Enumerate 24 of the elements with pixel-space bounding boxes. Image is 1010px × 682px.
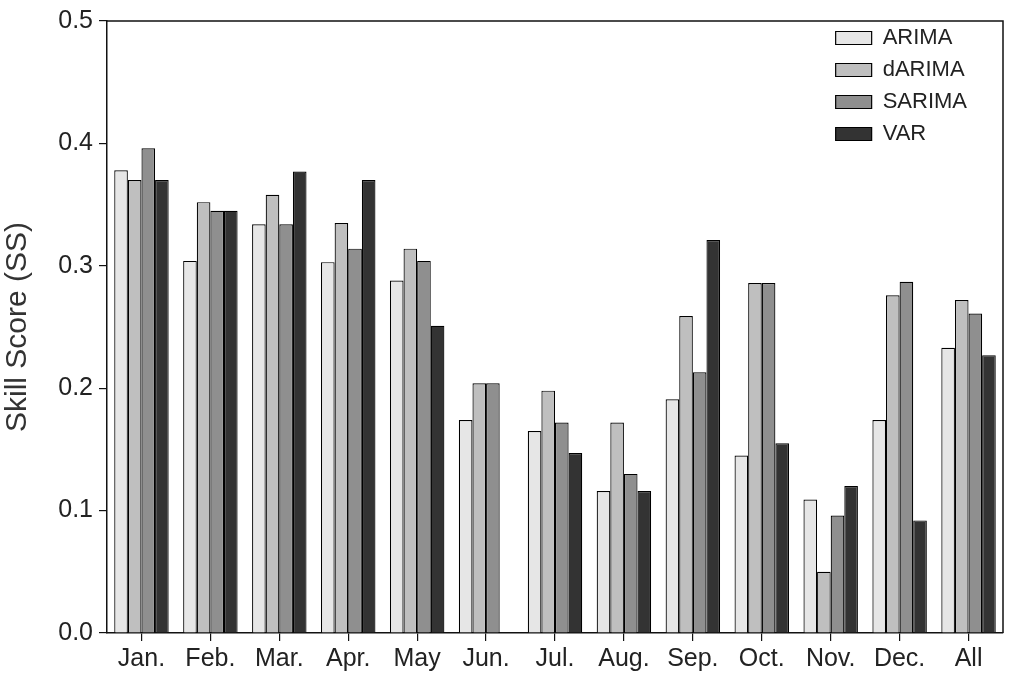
y-tick-label: 0.3 [58,249,93,278]
x-tick-label: Jun. [462,642,510,671]
x-tick-label: Jul. [535,642,575,671]
x-tick-label: Mar. [255,642,304,671]
legend-label: VAR [882,120,927,146]
x-tick-label: Aug. [598,642,650,671]
x-tick-label: Nov. [805,642,856,671]
y-tick-label: 0.5 [58,4,93,33]
legend-label: SARIMA [882,88,968,114]
y-tick-label: 0.2 [58,372,93,401]
x-tick-label: All [954,642,983,671]
x-tick-label: Apr. [325,642,371,671]
x-tick-label: Jan. [117,642,166,671]
y-tick-label: 0.0 [58,616,93,645]
legend-label: ARIMA [882,24,953,50]
x-tick-label: Dec. [873,642,926,671]
x-tick-label: Sep. [667,642,719,671]
x-tick-label: Feb. [185,642,236,671]
y-tick-label: 0.4 [58,127,94,156]
x-tick-label: Oct. [738,642,785,671]
y-axis-title: Skill Score (SS) [0,221,33,433]
y-tick-label: 0.1 [58,494,93,523]
legend-label: dARIMA [882,56,965,82]
x-tick-label: May [393,642,442,671]
